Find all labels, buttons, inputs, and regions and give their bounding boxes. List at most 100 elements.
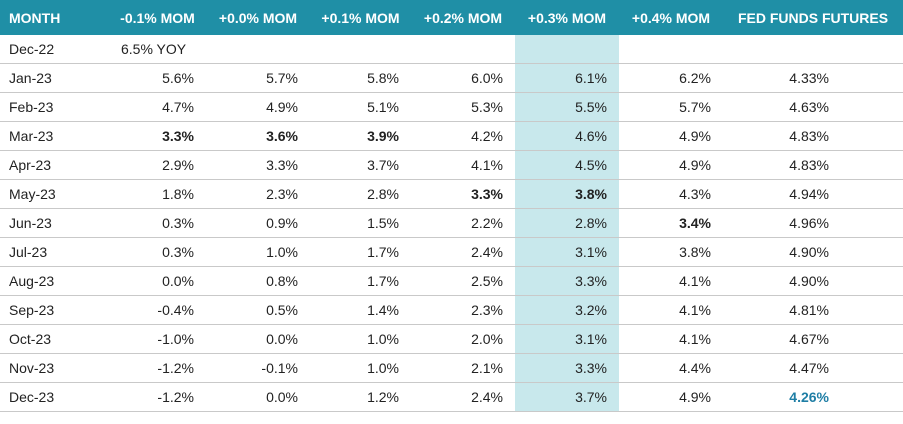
cell-fed-funds-futures: 4.26% — [723, 382, 903, 412]
cell-plus-0-1-mom: 1.0% — [310, 324, 411, 354]
table-row: Mar-23 3.3% 3.6% 3.9% 4.2% 4.6% 4.9% 4.8… — [0, 121, 903, 151]
cell-plus-0-2-mom: 2.4% — [411, 237, 515, 267]
cell-plus-0-2-mom: 2.5% — [411, 266, 515, 296]
cell-fed-funds-futures: 4.67% — [723, 324, 903, 354]
cell-month: Aug-23 — [0, 266, 109, 296]
cell-empty — [411, 35, 515, 64]
cell-plus-0-0-mom: 0.0% — [206, 324, 310, 354]
cell-plus-0-4-mom: 4.1% — [619, 295, 723, 325]
cell-plus-0-4-mom: 5.7% — [619, 92, 723, 122]
table-row: Nov-23 -1.2% -0.1% 1.0% 2.1% 3.3% 4.4% 4… — [0, 353, 903, 383]
cell-fed-funds-futures: 4.81% — [723, 295, 903, 325]
cell-plus-0-1-mom: 3.7% — [310, 150, 411, 180]
header-row: MONTH -0.1% MOM +0.0% MOM +0.1% MOM +0.2… — [0, 0, 903, 35]
cell-plus-0-0-mom: 0.9% — [206, 208, 310, 238]
cell-plus-0-4-mom: 4.3% — [619, 179, 723, 209]
cell-month: Jun-23 — [0, 208, 109, 238]
table-row: May-23 1.8% 2.3% 2.8% 3.3% 3.8% 4.3% 4.9… — [0, 179, 903, 209]
cell-fed-funds-futures: 4.33% — [723, 63, 903, 93]
cell-plus-0-2-mom: 4.1% — [411, 150, 515, 180]
cell-empty — [723, 35, 903, 64]
cell-plus-0-2-mom: 3.3% — [411, 179, 515, 209]
cell-plus-0-1-mom: 1.2% — [310, 382, 411, 412]
cell-empty — [619, 35, 723, 64]
header-plus-0-2-mom: +0.2% MOM — [411, 0, 515, 35]
cell-plus-0-4-mom: 4.1% — [619, 266, 723, 296]
cell-plus-0-3-mom: 2.8% — [515, 208, 619, 238]
header-plus-0-4-mom: +0.4% MOM — [619, 0, 723, 35]
table-header: MONTH -0.1% MOM +0.0% MOM +0.1% MOM +0.2… — [0, 0, 903, 35]
cell-plus-0-3-mom: 3.2% — [515, 295, 619, 325]
cell-plus-0-3-mom: 4.6% — [515, 121, 619, 151]
cell-plus-0-0-mom: 0.0% — [206, 382, 310, 412]
header-plus-0-1-mom: +0.1% MOM — [310, 0, 411, 35]
cell-minus-0-1-mom: 1.8% — [109, 179, 206, 209]
table-row: Oct-23 -1.0% 0.0% 1.0% 2.0% 3.1% 4.1% 4.… — [0, 324, 903, 354]
header-minus-0-1-mom: -0.1% MOM — [109, 0, 206, 35]
cell-plus-0-2-mom: 4.2% — [411, 121, 515, 151]
header-plus-0-3-mom: +0.3% MOM — [515, 0, 619, 35]
table-row: Jul-23 0.3% 1.0% 1.7% 2.4% 3.1% 3.8% 4.9… — [0, 237, 903, 267]
table-row: Dec-23 -1.2% 0.0% 1.2% 2.4% 3.7% 4.9% 4.… — [0, 382, 903, 412]
cell-plus-0-0-mom: 0.5% — [206, 295, 310, 325]
header-plus-0-0-mom: +0.0% MOM — [206, 0, 310, 35]
cell-fed-funds-futures: 4.47% — [723, 353, 903, 383]
cell-plus-0-4-mom: 3.4% — [619, 208, 723, 238]
cell-plus-0-2-mom: 2.1% — [411, 353, 515, 383]
cell-plus-0-0-mom: 2.3% — [206, 179, 310, 209]
cell-plus-0-4-mom: 4.1% — [619, 324, 723, 354]
cell-yoy-baseline: 6.5% YOY — [109, 35, 206, 64]
cell-plus-0-0-mom: -0.1% — [206, 353, 310, 383]
cell-month: May-23 — [0, 179, 109, 209]
cell-plus-0-2-mom: 5.3% — [411, 92, 515, 122]
cell-plus-0-0-mom: 5.7% — [206, 63, 310, 93]
cell-plus-0-2-mom: 2.3% — [411, 295, 515, 325]
cell-fed-funds-futures: 4.90% — [723, 237, 903, 267]
cell-plus-0-3-mom: 3.3% — [515, 353, 619, 383]
cell-plus-0-3-mom: 3.8% — [515, 179, 619, 209]
cell-plus-0-3-mom: 6.1% — [515, 63, 619, 93]
cell-minus-0-1-mom: 0.3% — [109, 208, 206, 238]
table-body: Dec-22 6.5% YOY Jan-23 5.6% 5.7% 5.8% 6.… — [0, 35, 903, 412]
table-row: Sep-23 -0.4% 0.5% 1.4% 2.3% 3.2% 4.1% 4.… — [0, 295, 903, 325]
cell-plus-0-3-mom: 3.1% — [515, 324, 619, 354]
header-month: MONTH — [0, 0, 109, 35]
cell-minus-0-1-mom: 5.6% — [109, 63, 206, 93]
cell-minus-0-1-mom: 0.3% — [109, 237, 206, 267]
cell-plus-0-1-mom: 1.5% — [310, 208, 411, 238]
cell-plus-0-0-mom: 4.9% — [206, 92, 310, 122]
cell-plus-0-4-mom: 4.4% — [619, 353, 723, 383]
cell-fed-funds-futures: 4.83% — [723, 150, 903, 180]
cell-plus-0-4-mom: 4.9% — [619, 121, 723, 151]
cell-fed-funds-futures: 4.83% — [723, 121, 903, 151]
table-row: Apr-23 2.9% 3.3% 3.7% 4.1% 4.5% 4.9% 4.8… — [0, 150, 903, 180]
cell-plus-0-3-mom: 4.5% — [515, 150, 619, 180]
cell-plus-0-0-mom: 0.8% — [206, 266, 310, 296]
cell-plus-0-3-mom: 3.7% — [515, 382, 619, 412]
cell-empty-highlight — [515, 35, 619, 64]
cell-plus-0-1-mom: 1.7% — [310, 266, 411, 296]
cell-plus-0-3-mom: 5.5% — [515, 92, 619, 122]
cell-month: Mar-23 — [0, 121, 109, 151]
cell-month: Feb-23 — [0, 92, 109, 122]
cell-plus-0-2-mom: 6.0% — [411, 63, 515, 93]
cell-fed-funds-futures: 4.96% — [723, 208, 903, 238]
cell-plus-0-0-mom: 3.6% — [206, 121, 310, 151]
cell-plus-0-4-mom: 3.8% — [619, 237, 723, 267]
cell-plus-0-4-mom: 4.9% — [619, 382, 723, 412]
cell-plus-0-0-mom: 3.3% — [206, 150, 310, 180]
cell-plus-0-4-mom: 4.9% — [619, 150, 723, 180]
cell-month: Dec-23 — [0, 382, 109, 412]
header-fed-funds-futures: FED FUNDS FUTURES — [723, 0, 903, 35]
cell-plus-0-1-mom: 5.1% — [310, 92, 411, 122]
cell-month: Apr-23 — [0, 150, 109, 180]
inflation-scenario-table: MONTH -0.1% MOM +0.0% MOM +0.1% MOM +0.2… — [0, 0, 903, 412]
cell-plus-0-1-mom: 5.8% — [310, 63, 411, 93]
cell-month: Nov-23 — [0, 353, 109, 383]
cell-empty — [206, 35, 310, 64]
cell-plus-0-3-mom: 3.3% — [515, 266, 619, 296]
table-row: Jun-23 0.3% 0.9% 1.5% 2.2% 2.8% 3.4% 4.9… — [0, 208, 903, 238]
cell-month: Sep-23 — [0, 295, 109, 325]
cell-month: Jan-23 — [0, 63, 109, 93]
